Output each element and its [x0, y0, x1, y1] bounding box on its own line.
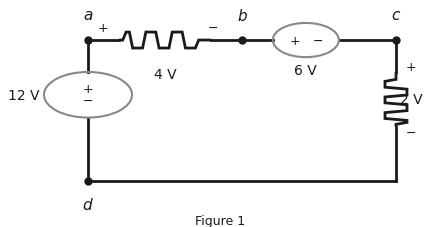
Text: −: − [83, 94, 93, 108]
Text: $b$: $b$ [237, 8, 247, 24]
Text: $d$: $d$ [82, 196, 94, 212]
Text: −: − [208, 22, 219, 35]
Text: $a$: $a$ [83, 9, 93, 23]
Text: −: − [313, 34, 323, 47]
Text: +: + [290, 34, 300, 47]
Text: Figure 1: Figure 1 [195, 214, 245, 227]
Text: 12 V: 12 V [8, 88, 40, 102]
Text: +: + [405, 60, 416, 74]
Text: +: + [83, 82, 93, 96]
Text: 2 V: 2 V [400, 93, 423, 107]
Text: −: − [405, 126, 416, 139]
Text: +: + [98, 22, 109, 35]
Text: $c$: $c$ [391, 9, 401, 23]
Text: 6 V: 6 V [294, 63, 317, 77]
Text: 4 V: 4 V [154, 68, 176, 82]
